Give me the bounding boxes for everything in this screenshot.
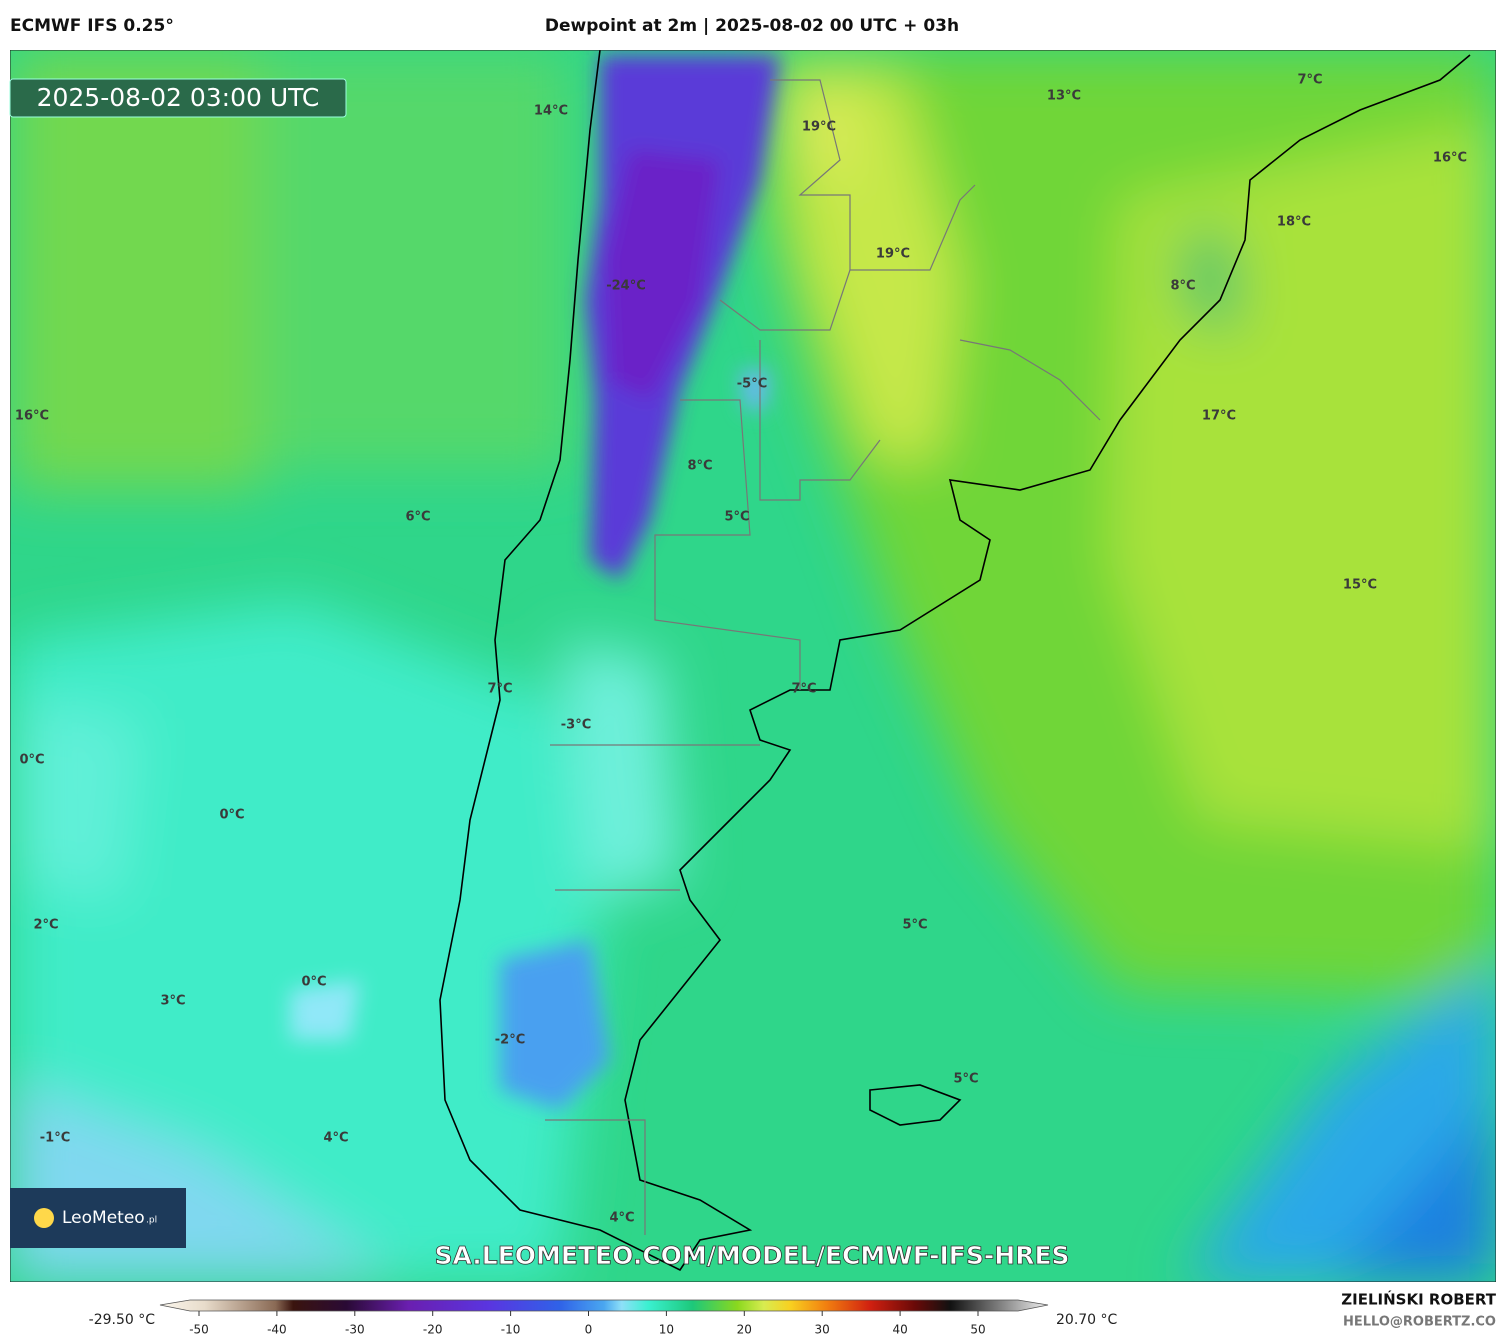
watermark: SA.LEOMETEO.COM/MODEL/ECMWF-IFS-HRES <box>434 1241 1069 1270</box>
temperature-label: 0°C <box>19 753 44 768</box>
temperature-label: 5°C <box>953 1072 978 1087</box>
temperature-label: 5°C <box>902 918 927 933</box>
temperature-label: 4°C <box>323 1131 348 1146</box>
colorbar-ticks: -50 -40 -30 -20 -10 0 10 20 30 40 50 <box>189 1311 986 1337</box>
coastline <box>439 50 1471 1272</box>
temperature-label: 7°C <box>1297 73 1322 88</box>
temperature-label: 14°C <box>534 104 568 119</box>
colorbar-max: 20.70 °C <box>1056 1312 1118 1328</box>
colorbar-tick-label: 50 <box>970 1323 985 1337</box>
temperature-label: 0°C <box>301 975 326 990</box>
temperature-label: 0°C <box>219 808 244 823</box>
logo-name: LeoMeteo <box>62 1208 145 1228</box>
colorbar-tick-label: 40 <box>892 1323 907 1337</box>
colorbar-tick-label: -50 <box>189 1323 209 1337</box>
temperature-label: 7°C <box>791 682 816 697</box>
colorbar-tick-label: -20 <box>423 1323 443 1337</box>
email: HELLO@ROBERTZ.CO <box>1343 1315 1496 1330</box>
temperature-label: 2°C <box>33 918 58 933</box>
temperature-label: 8°C <box>1170 279 1195 294</box>
author: ZIELIŃSKI ROBERT <box>1341 1290 1496 1309</box>
temperature-label: -3°C <box>561 718 591 733</box>
timestamp: 2025-08-02 03:00 UTC <box>37 83 320 112</box>
map <box>10 50 1496 1282</box>
map-title: Dewpoint at 2m | 2025-08-02 00 UTC + 03h <box>545 16 959 36</box>
temperature-labels: 14°C 19°C 13°C 7°C 16°C 18°C 19°C 8°C -24°C -5°C 1… <box>15 73 1467 1226</box>
temperature-label: 7°C <box>487 682 512 697</box>
colorbar-tick-label: 10 <box>659 1323 674 1337</box>
colorbar-min: -29.50 °C <box>89 1312 156 1328</box>
colorbar-tick-label: -30 <box>345 1323 365 1337</box>
colorbar-tick-label: 20 <box>737 1323 752 1337</box>
timestamp-box: 2025-08-02 03:00 UTC <box>9 78 347 118</box>
temperature-label: 18°C <box>1277 215 1311 230</box>
temperature-label: 5°C <box>724 510 749 525</box>
temperature-label: 4°C <box>609 1211 634 1226</box>
colorbar-tick-label: 0 <box>585 1323 593 1337</box>
borders <box>545 79 1101 1235</box>
temperature-label: 17°C <box>1202 409 1236 424</box>
temperature-label: 3°C <box>160 994 185 1009</box>
temperature-label: 6°C <box>405 510 430 525</box>
model-name: ECMWF IFS 0.25° <box>10 16 174 36</box>
temperature-label: 16°C <box>15 409 49 424</box>
temperature-label: -2°C <box>495 1033 525 1048</box>
temperature-label: 16°C <box>1433 151 1467 166</box>
temperature-label: 19°C <box>802 120 836 135</box>
temperature-label: 15°C <box>1343 578 1377 593</box>
temperature-label: 8°C <box>687 459 712 474</box>
temperature-label: -1°C <box>40 1131 70 1146</box>
colorbar-tick-label: -10 <box>501 1323 521 1337</box>
logo: LeoMeteo .pl <box>10 1188 186 1248</box>
temperature-label: -24°C <box>606 279 646 294</box>
temperature-label: -5°C <box>737 377 767 392</box>
colorbar: -29.50 °C 20.70 °C <box>89 1299 1118 1328</box>
logo-suffix: .pl <box>146 1216 157 1226</box>
colorbar-tick-label: 30 <box>815 1323 830 1337</box>
temperature-label: 19°C <box>876 247 910 262</box>
temperature-label: 13°C <box>1047 89 1081 104</box>
colorbar-tick-label: -40 <box>267 1323 287 1337</box>
